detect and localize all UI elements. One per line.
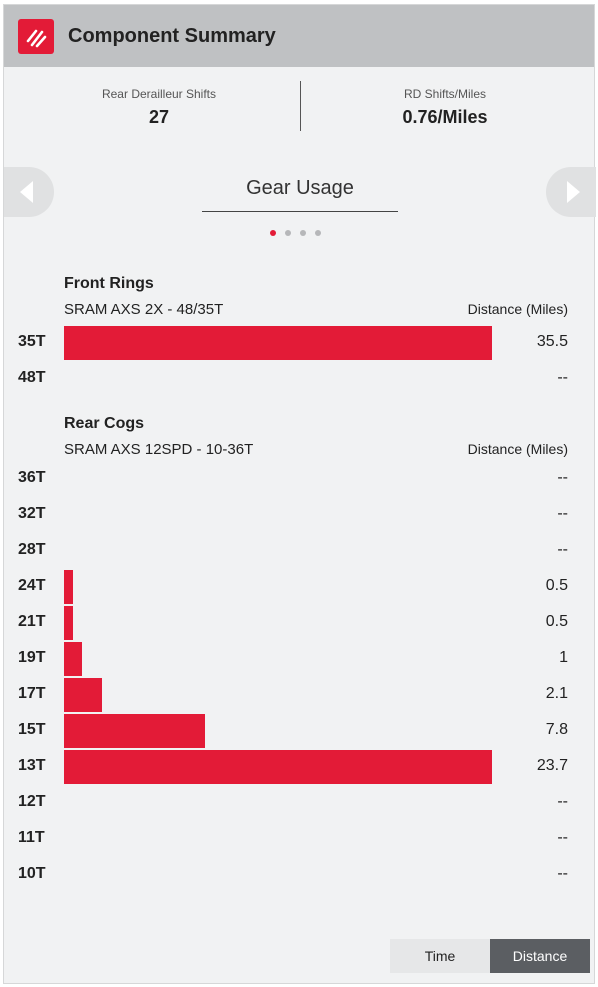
- gear-row: 28T --: [4, 533, 594, 569]
- sram-logo-icon: [18, 19, 54, 54]
- gear-label: 13T: [18, 757, 46, 774]
- gear-value: --: [557, 793, 568, 810]
- gear-label: 35T: [18, 333, 46, 350]
- gear-row: 36T --: [4, 461, 594, 497]
- stat-rd-shifts: Rear Derailleur Shifts 27: [14, 87, 304, 128]
- gear-row: 19T 1: [4, 641, 594, 677]
- gear-label: 21T: [18, 613, 46, 630]
- gear-label: 12T: [18, 793, 46, 810]
- gear-label: 10T: [18, 865, 46, 882]
- gear-usage-bar: [64, 570, 73, 604]
- header: Component Summary: [4, 5, 594, 67]
- gear-value: 35.5: [536, 333, 568, 350]
- carousel-next-button[interactable]: [546, 167, 596, 217]
- page-title: Component Summary: [68, 25, 276, 47]
- gear-usage-bar: [64, 714, 205, 748]
- carousel-title: Gear Usage: [246, 177, 354, 199]
- time-toggle-button[interactable]: Time: [390, 939, 490, 973]
- pagination-dot[interactable]: [285, 230, 291, 236]
- pagination-dot[interactable]: [300, 230, 306, 236]
- gear-row: 13T 23.7: [4, 749, 594, 785]
- gear-row: 15T 7.8: [4, 713, 594, 749]
- gear-label: 17T: [18, 685, 46, 702]
- stat-rd-shifts-per-mile: RD Shifts/Miles 0.76/Miles: [300, 87, 590, 128]
- gear-row: 11T --: [4, 821, 594, 857]
- gear-row: 21T 0.5: [4, 605, 594, 641]
- rear-group-unit: Distance (Miles): [467, 441, 568, 457]
- gear-value: --: [557, 505, 568, 522]
- rear-group-subtitle: SRAM AXS 12SPD - 10-36T: [64, 441, 254, 458]
- stat-value: 0.76/Miles: [402, 107, 488, 127]
- gear-value: 1: [559, 649, 568, 666]
- pagination-dot[interactable]: [270, 230, 276, 236]
- stat-label: RD Shifts/Miles: [403, 87, 486, 101]
- chevron-left-icon: [20, 181, 33, 203]
- gear-usage-bar: [64, 326, 492, 360]
- gear-usage-bar: [64, 750, 492, 784]
- gear-value: 0.5: [545, 577, 568, 594]
- gear-value: 23.7: [536, 757, 568, 774]
- title-underline: [202, 211, 398, 212]
- gear-row: 10T --: [4, 857, 594, 893]
- front-group-subtitle: SRAM AXS 2X - 48/35T: [64, 301, 224, 318]
- gear-row: 12T --: [4, 785, 594, 821]
- gear-value: --: [557, 541, 568, 558]
- gear-usage-bar: [64, 642, 82, 676]
- gear-label: 19T: [18, 649, 46, 666]
- gear-label: 32T: [18, 505, 46, 522]
- gear-value: --: [557, 369, 568, 386]
- gear-usage-bar: [64, 606, 73, 640]
- front-group-title: Front Rings: [64, 275, 154, 292]
- gear-row: 17T 2.1: [4, 677, 594, 713]
- gear-label: 24T: [18, 577, 46, 594]
- gear-label: 28T: [18, 541, 46, 558]
- component-summary-panel: Component Summary Rear Derailleur Shifts…: [3, 4, 596, 984]
- stats-bar: Rear Derailleur Shifts 27 RD Shifts/Mile…: [4, 67, 594, 147]
- gear-label: 11T: [18, 829, 45, 846]
- gear-usage-bar: [64, 678, 102, 712]
- distance-toggle-button[interactable]: Distance: [490, 939, 590, 973]
- stat-divider: [300, 81, 301, 131]
- gear-value: --: [557, 865, 568, 882]
- stat-value: 27: [148, 107, 170, 127]
- gear-value: --: [557, 469, 568, 486]
- gear-row: 35T 35.5: [4, 325, 594, 361]
- gear-label: 36T: [18, 469, 46, 486]
- pagination-dot[interactable]: [315, 230, 321, 236]
- gear-row: 32T --: [4, 497, 594, 533]
- gear-label: 48T: [18, 369, 46, 386]
- gear-row: 48T --: [4, 361, 594, 397]
- chevron-right-icon: [567, 181, 580, 203]
- gear-value: 0.5: [545, 613, 568, 630]
- gear-value: 7.8: [545, 721, 568, 738]
- gear-label: 15T: [18, 721, 46, 738]
- gear-value: --: [557, 829, 568, 846]
- gear-row: 24T 0.5: [4, 569, 594, 605]
- carousel-prev-button[interactable]: [4, 167, 54, 217]
- gear-value: 2.1: [545, 685, 568, 702]
- rear-group-title: Rear Cogs: [64, 415, 145, 432]
- front-group-unit: Distance (Miles): [467, 301, 568, 317]
- stat-label: Rear Derailleur Shifts: [101, 87, 217, 101]
